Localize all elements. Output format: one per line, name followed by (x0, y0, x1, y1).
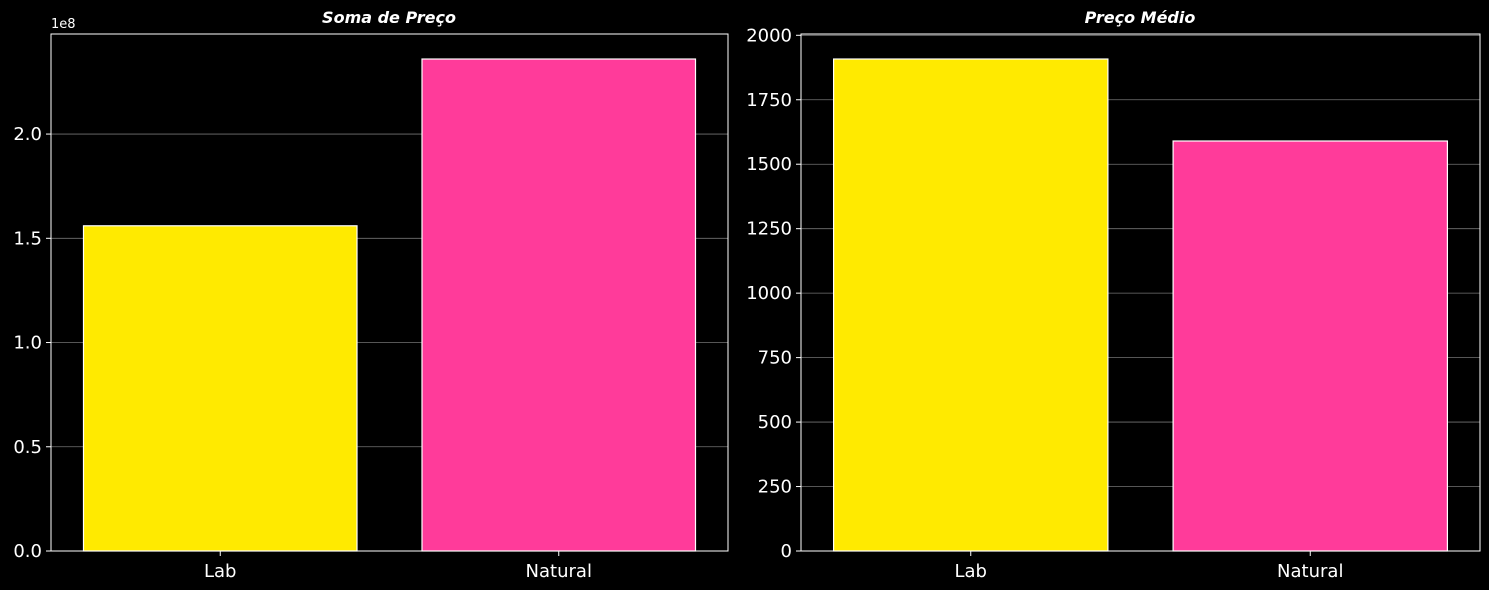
y-tick-label: 1250 (746, 219, 792, 240)
x-tick-label: Lab (204, 561, 236, 582)
plot-area: 0 250 500 750 1000 1250 1500 1750 2000 Lab Natural (746, 25, 1481, 582)
y-tick-label: 2000 (746, 25, 792, 46)
average-price-chart: 0 250 500 750 1000 1250 1500 1750 2000 Lab Natural… (746, 8, 1481, 582)
y-offset-label: 1e8 (51, 17, 76, 32)
axes-frame (800, 33, 1481, 552)
y-tick-label: 1750 (746, 90, 792, 111)
y-tick-label: 0.0 (13, 541, 42, 562)
y-tick-label: 500 (758, 412, 792, 433)
bar-natural (1172, 140, 1449, 552)
x-tick-label: Lab (955, 561, 987, 582)
x-tick-label: Natural (526, 561, 592, 582)
x-tick-label: Natural (1277, 561, 1343, 582)
plot-area: 0.0 0.5 1.0 1.5 2.0 Lab Natural (13, 33, 729, 582)
bar-lab (832, 58, 1109, 552)
bar-natural (421, 58, 697, 552)
chart-title: Preço Médio (1085, 8, 1196, 27)
y-tick-label: 2.0 (13, 124, 42, 145)
y-tick-label: 1.5 (13, 228, 42, 249)
y-tick-label: 1500 (746, 154, 792, 175)
y-tick-label: 750 (758, 348, 792, 369)
bar-lab (82, 225, 358, 552)
y-tick-label: 1.0 (13, 333, 42, 354)
y-tick-label: 0 (781, 541, 792, 562)
axes-frame (50, 33, 729, 552)
chart-title: Soma de Preço (322, 8, 456, 27)
y-tick-label: 250 (758, 477, 792, 498)
y-tick-label: 1000 (746, 283, 792, 304)
y-tick-label: 0.5 (13, 437, 42, 458)
